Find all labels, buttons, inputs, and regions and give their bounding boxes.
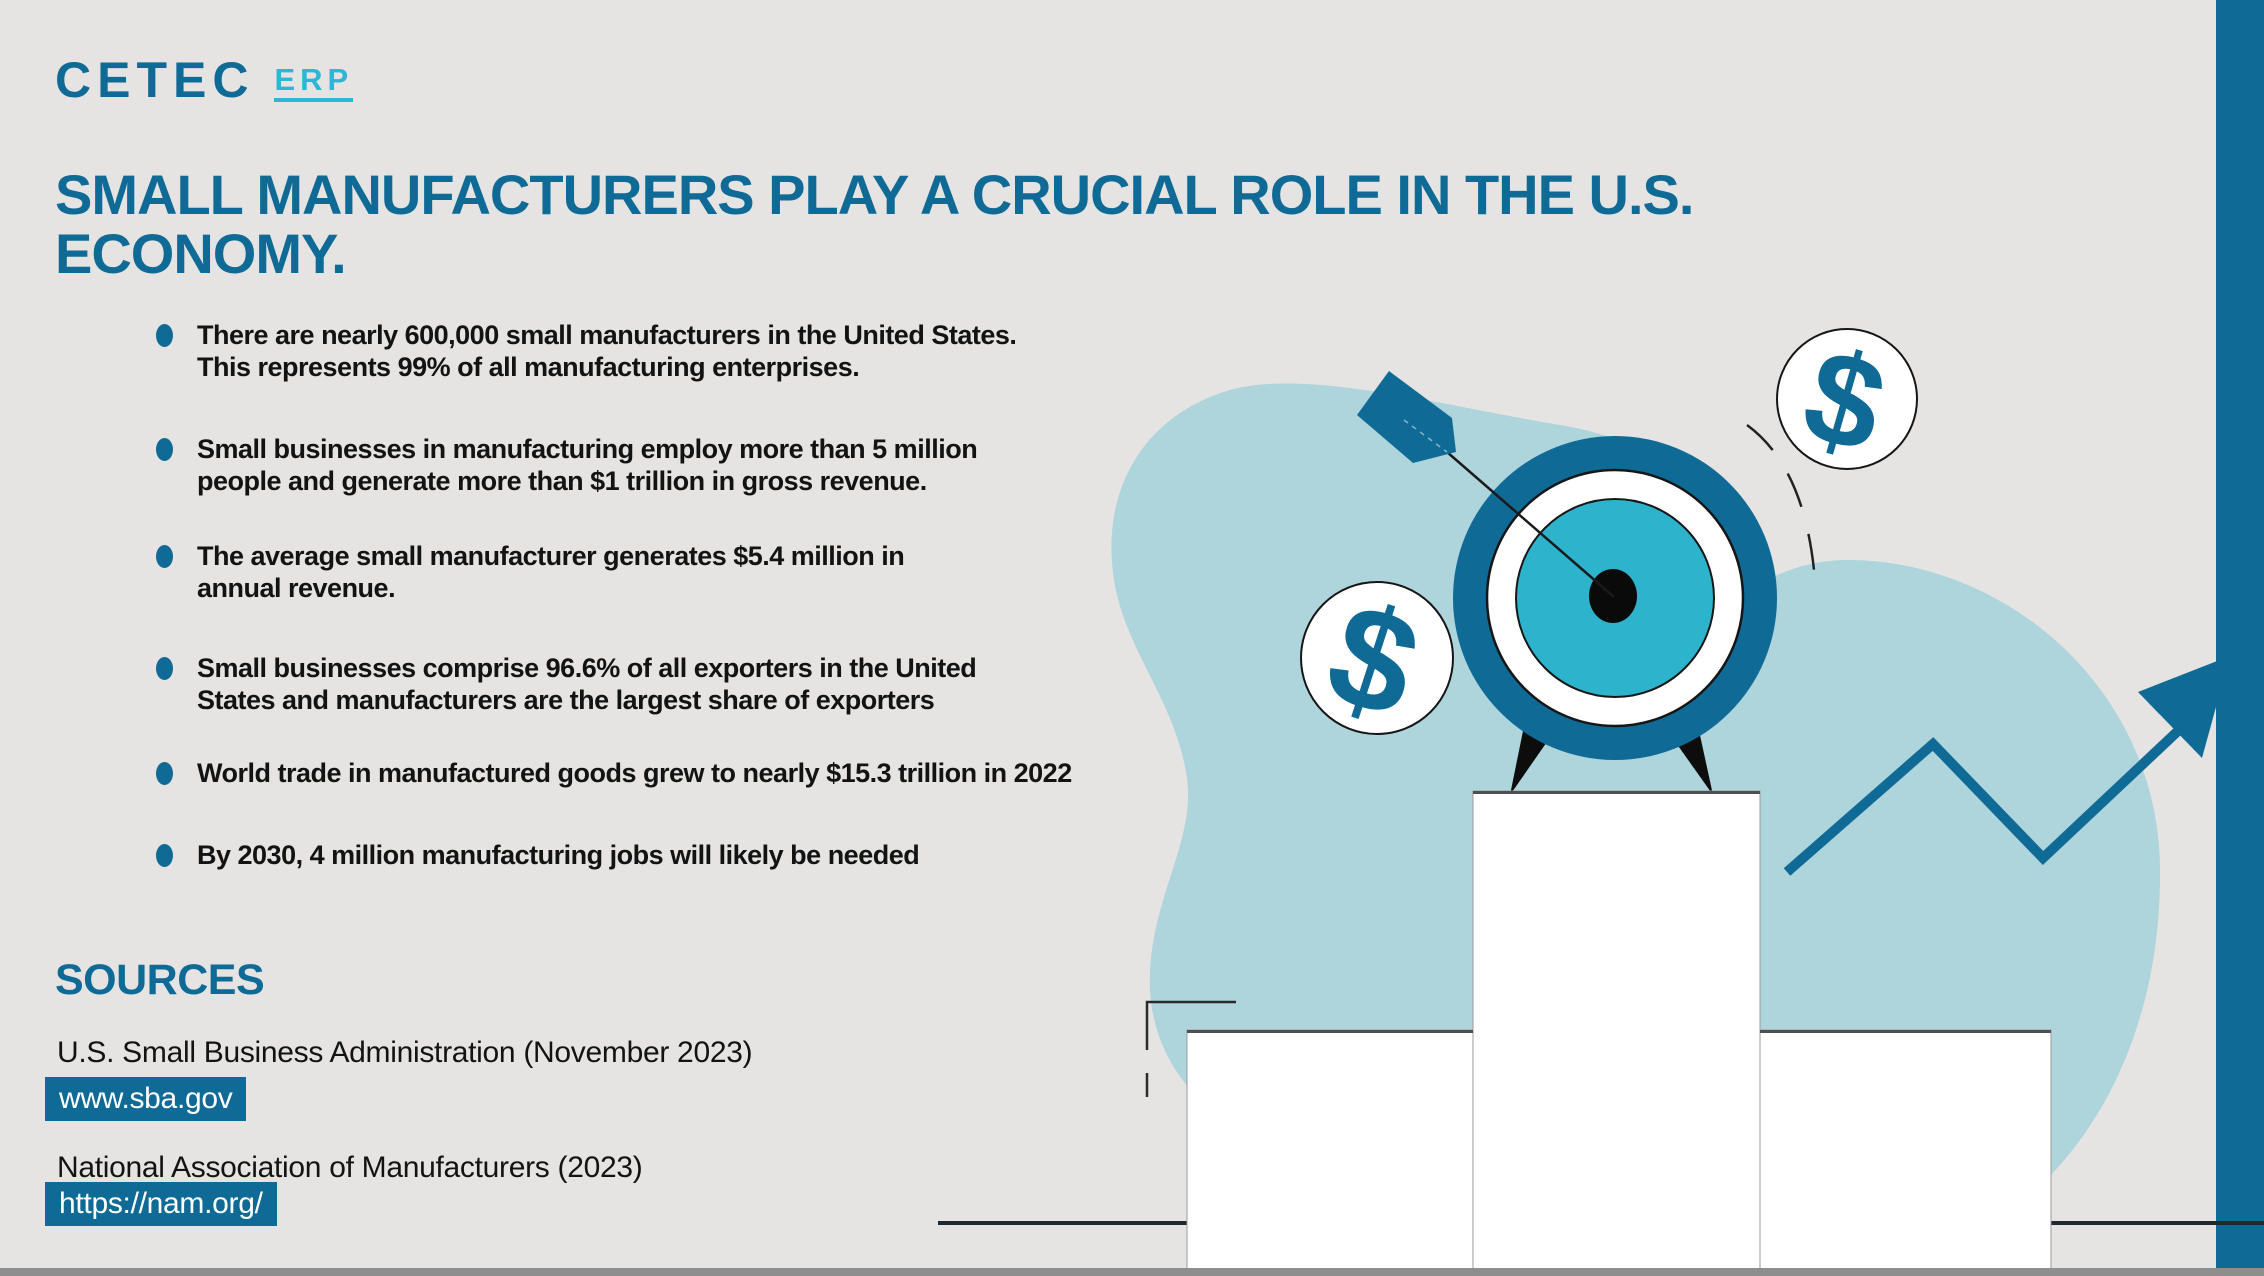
podium-bars bbox=[1186, 790, 2052, 1271]
bullet-text: By 2030, 4 million manufacturing jobs wi… bbox=[197, 840, 920, 870]
bullet-text: World trade in manufactured goods grew t… bbox=[197, 758, 1072, 788]
bottom-bar bbox=[0, 1268, 2264, 1276]
bullet-item: By 2030, 4 million manufacturing jobs wi… bbox=[156, 839, 1156, 871]
growth-arrow-icon bbox=[1783, 656, 2230, 876]
logo: CETEC ERP bbox=[55, 52, 354, 108]
target-icon bbox=[1453, 436, 1777, 760]
source-link-sba[interactable]: www.sba.gov bbox=[45, 1077, 247, 1121]
source-label: National Association of Manufacturers (2… bbox=[57, 1151, 643, 1184]
page-title: SMALL MANUFACTURERS PLAY A CRUCIAL ROLE … bbox=[55, 163, 1694, 285]
bullet-dot-icon bbox=[156, 844, 173, 867]
coin-trail-dashes bbox=[1746, 423, 1816, 571]
bullet-dot-icon bbox=[156, 762, 173, 785]
accent-bar bbox=[2216, 0, 2264, 1268]
bullet-text: There are nearly 600,000 small manufactu… bbox=[197, 320, 1017, 382]
bullet-item: The average small manufacturer generates… bbox=[156, 540, 1156, 604]
bullet-text: Small businesses in manufacturing employ… bbox=[197, 434, 978, 496]
logo-erp: ERP bbox=[274, 64, 354, 102]
bullet-dot-icon bbox=[156, 545, 173, 568]
dart-arrow-icon bbox=[1357, 371, 1615, 598]
source-link-nam[interactable]: https://nam.org/ bbox=[45, 1182, 277, 1226]
bullet-dot-icon bbox=[156, 657, 173, 680]
bullet-dot-icon bbox=[156, 324, 173, 347]
logo-cetec: CETEC bbox=[55, 52, 255, 108]
bullet-text: The average small manufacturer generates… bbox=[197, 541, 905, 603]
bullet-item: World trade in manufactured goods grew t… bbox=[156, 757, 1156, 789]
bracket-lines bbox=[1145, 1000, 1236, 1097]
bullet-dot-icon bbox=[156, 438, 173, 461]
bullet-text: Small businesses comprise 96.6% of all e… bbox=[197, 653, 977, 715]
source-label: U.S. Small Business Administration (Nove… bbox=[57, 1036, 753, 1069]
sources-heading: SOURCES bbox=[55, 956, 265, 1004]
bullet-item: Small businesses comprise 96.6% of all e… bbox=[156, 652, 1156, 716]
dollar-coin-icon: $ bbox=[1300, 570, 1454, 749]
dollar-coin-icon: $ bbox=[1776, 320, 1918, 481]
bullet-item: Small businesses in manufacturing employ… bbox=[156, 433, 1156, 497]
bullet-item: There are nearly 600,000 small manufactu… bbox=[156, 319, 1156, 383]
